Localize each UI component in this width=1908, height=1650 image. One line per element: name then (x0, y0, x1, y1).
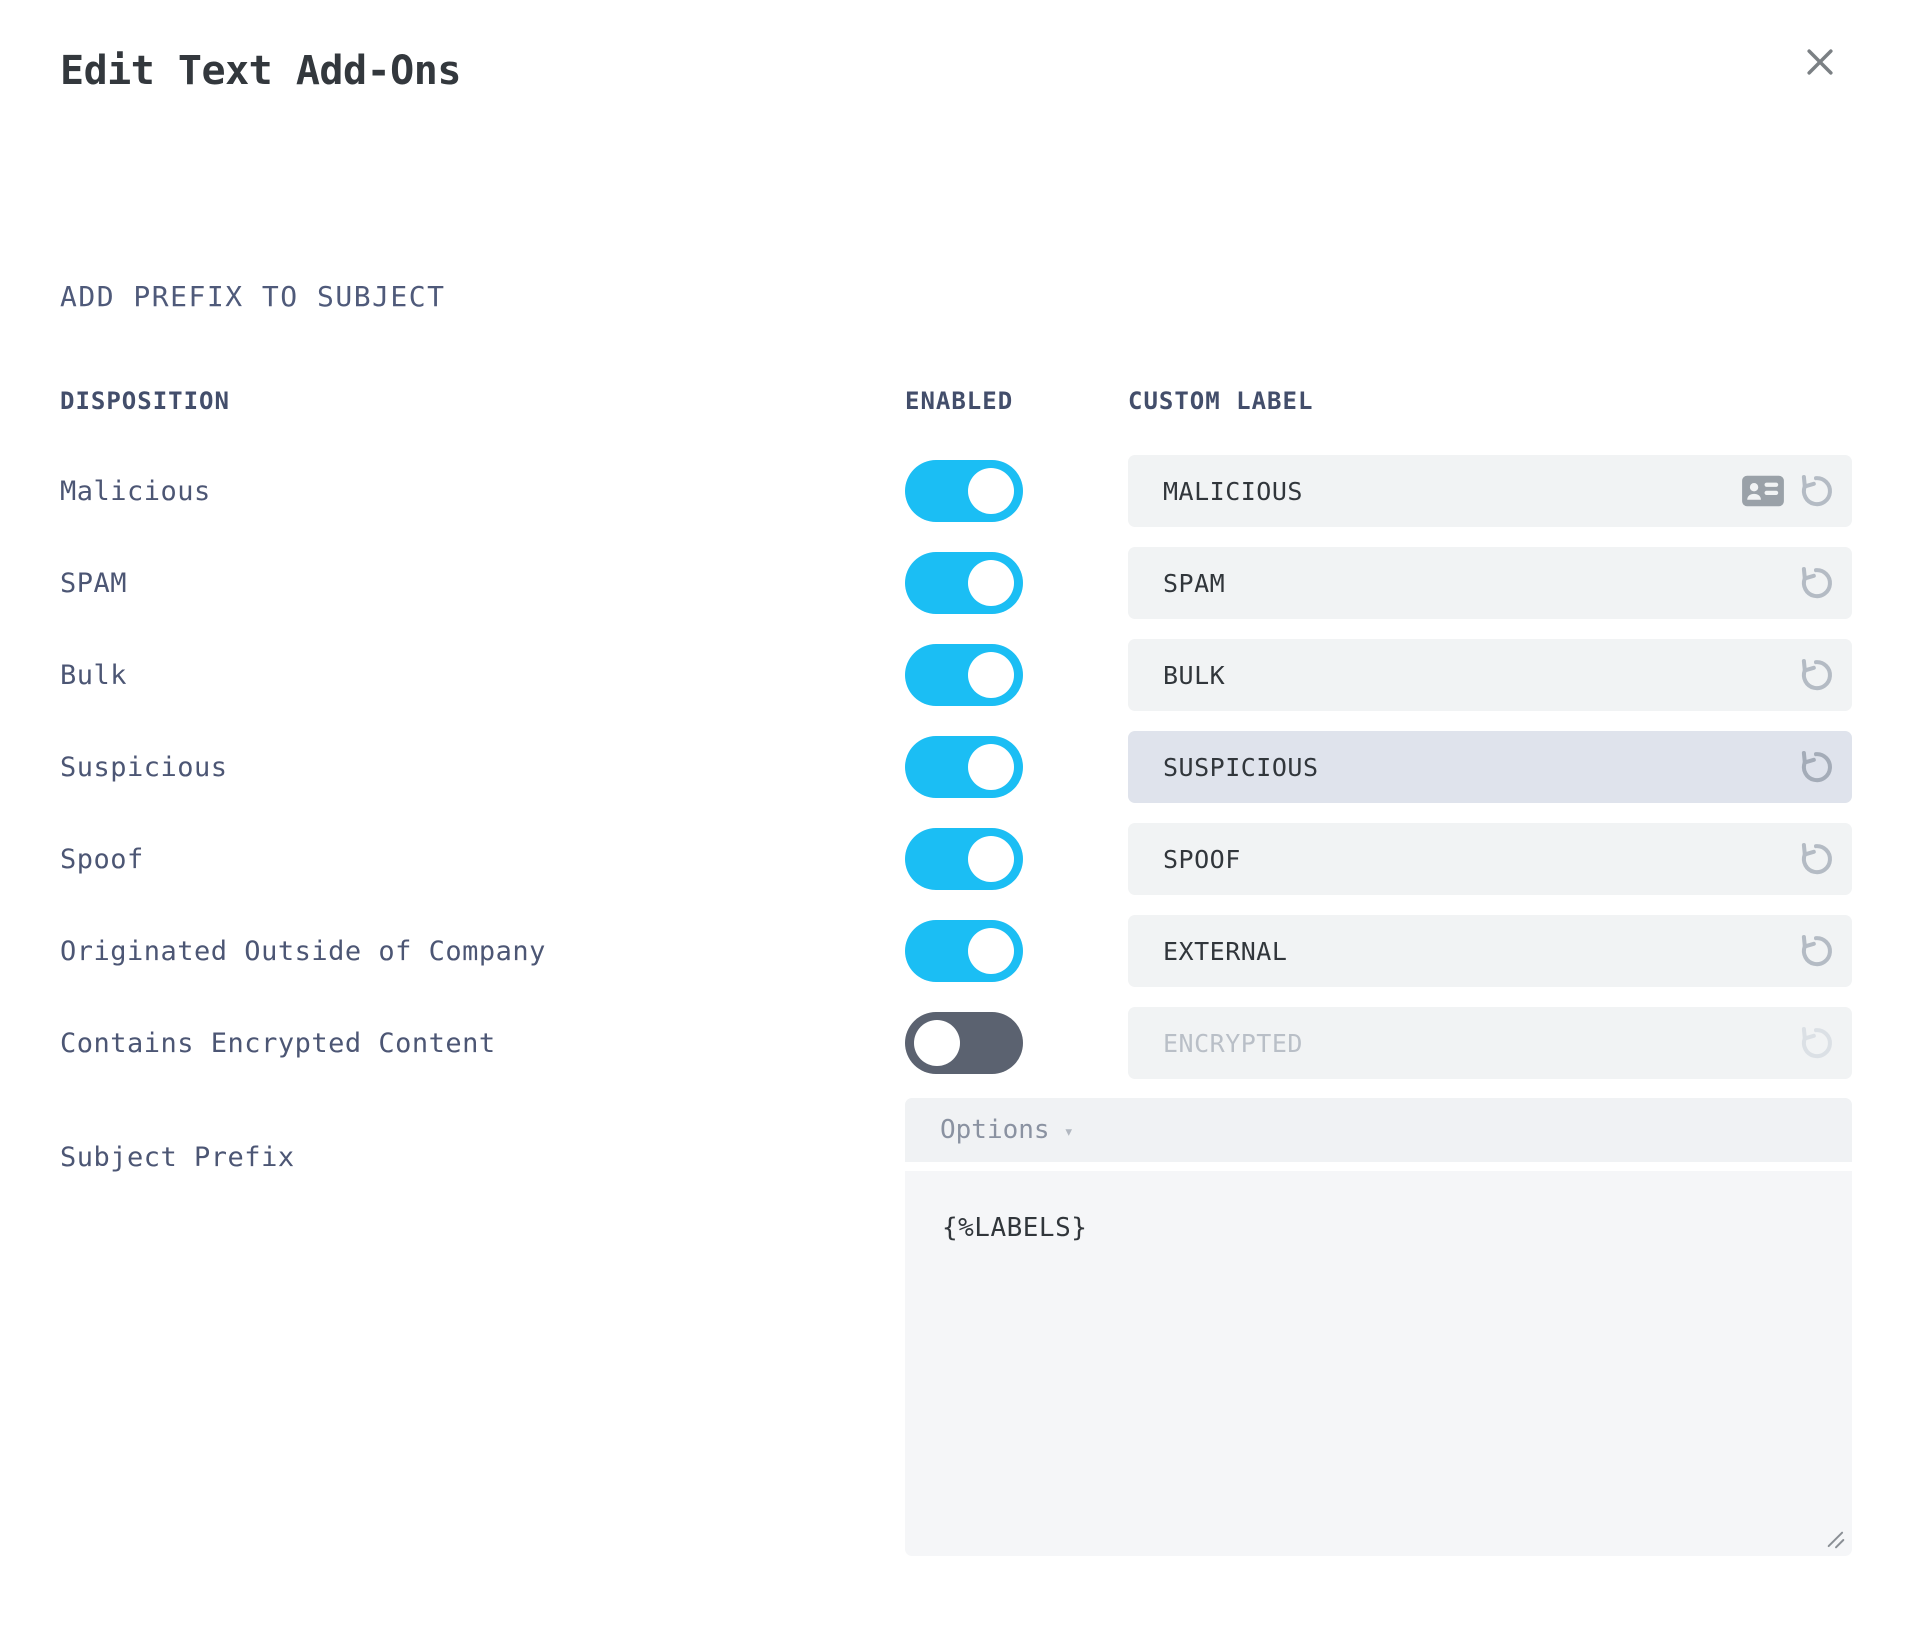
options-dropdown[interactable]: Options ▾ (905, 1098, 1852, 1162)
disposition-label: Bulk (60, 659, 128, 691)
disposition-label: Malicious (60, 475, 211, 507)
table-header-row: DISPOSITION ENABLED CUSTOM LABEL (0, 376, 1908, 445)
toggle-knob (968, 928, 1014, 974)
close-button[interactable] (1800, 40, 1844, 84)
subject-prefix-textarea[interactable]: {%LABELS} (905, 1171, 1852, 1556)
disposition-label: SPAM (60, 567, 128, 599)
subject-prefix-label: Subject Prefix (60, 1142, 295, 1173)
toggle-knob (968, 744, 1014, 790)
modal-title: Edit Text Add-Ons (60, 48, 461, 94)
custom-label-input[interactable]: SPOOF (1128, 823, 1852, 895)
custom-label-input[interactable]: MALICIOUS (1128, 455, 1852, 527)
custom-label-input[interactable]: SUSPICIOUS (1128, 731, 1852, 803)
section-heading: ADD PREFIX TO SUBJECT (60, 280, 446, 313)
custom-label-value: SPAM (1163, 568, 1226, 598)
subject-prefix-row: Subject Prefix Options ▾ {%LABELS} (0, 1098, 1908, 1556)
custom-label-value: SPOOF (1163, 844, 1241, 874)
enabled-toggle[interactable] (905, 736, 1023, 798)
column-header-enabled: ENABLED (905, 387, 1014, 415)
contact-card-icon (1740, 472, 1786, 510)
toggle-knob (968, 836, 1014, 882)
disposition-label: Suspicious (60, 751, 228, 783)
table-row: Originated Outside of Company EXTERNAL (0, 905, 1908, 997)
custom-label-value: MALICIOUS (1163, 476, 1303, 506)
table-row: SPAM SPAM (0, 537, 1908, 629)
resize-handle-icon[interactable] (1825, 1529, 1847, 1551)
reset-label-icon[interactable] (1794, 469, 1838, 513)
reset-label-icon[interactable] (1794, 837, 1838, 881)
table-row: Spoof SPOOF (0, 813, 1908, 905)
prefix-table: DISPOSITION ENABLED CUSTOM LABEL Malicio… (0, 376, 1908, 1556)
custom-label-input: ENCRYPTED (1128, 1007, 1852, 1079)
custom-label-input[interactable]: BULK (1128, 639, 1852, 711)
custom-label-input[interactable]: EXTERNAL (1128, 915, 1852, 987)
custom-label-value: SUSPICIOUS (1163, 752, 1319, 782)
close-icon (1800, 42, 1844, 82)
enabled-toggle[interactable] (905, 460, 1023, 522)
column-header-custom-label: CUSTOM LABEL (1128, 387, 1314, 415)
toggle-knob (968, 560, 1014, 606)
enabled-toggle[interactable] (905, 1012, 1023, 1074)
custom-label-value: EXTERNAL (1163, 936, 1288, 966)
subject-prefix-value: {%LABELS} (942, 1213, 1088, 1243)
reset-label-icon[interactable] (1794, 745, 1838, 789)
enabled-toggle[interactable] (905, 644, 1023, 706)
toggle-knob (914, 1020, 960, 1066)
reset-label-icon[interactable] (1794, 929, 1838, 973)
table-row: Contains Encrypted Content ENCRYPTED (0, 997, 1908, 1089)
toggle-knob (968, 652, 1014, 698)
table-row: Suspicious SUSPICIOUS (0, 721, 1908, 813)
reset-label-icon (1794, 1021, 1838, 1065)
enabled-toggle[interactable] (905, 920, 1023, 982)
reset-label-icon[interactable] (1794, 653, 1838, 697)
enabled-toggle[interactable] (905, 552, 1023, 614)
chevron-down-icon: ▾ (1063, 1121, 1074, 1142)
disposition-label: Contains Encrypted Content (60, 1027, 496, 1059)
reset-label-icon[interactable] (1794, 561, 1838, 605)
custom-label-value: BULK (1163, 660, 1226, 690)
disposition-label: Spoof (60, 843, 144, 875)
custom-label-input[interactable]: SPAM (1128, 547, 1852, 619)
options-dropdown-label: Options (940, 1115, 1050, 1145)
disposition-label: Originated Outside of Company (60, 935, 546, 967)
custom-label-value: ENCRYPTED (1163, 1028, 1303, 1058)
column-header-disposition: DISPOSITION (60, 387, 230, 415)
table-row: Malicious MALICIOUS (0, 445, 1908, 537)
table-row: Bulk BULK (0, 629, 1908, 721)
toggle-knob (968, 468, 1014, 514)
enabled-toggle[interactable] (905, 828, 1023, 890)
